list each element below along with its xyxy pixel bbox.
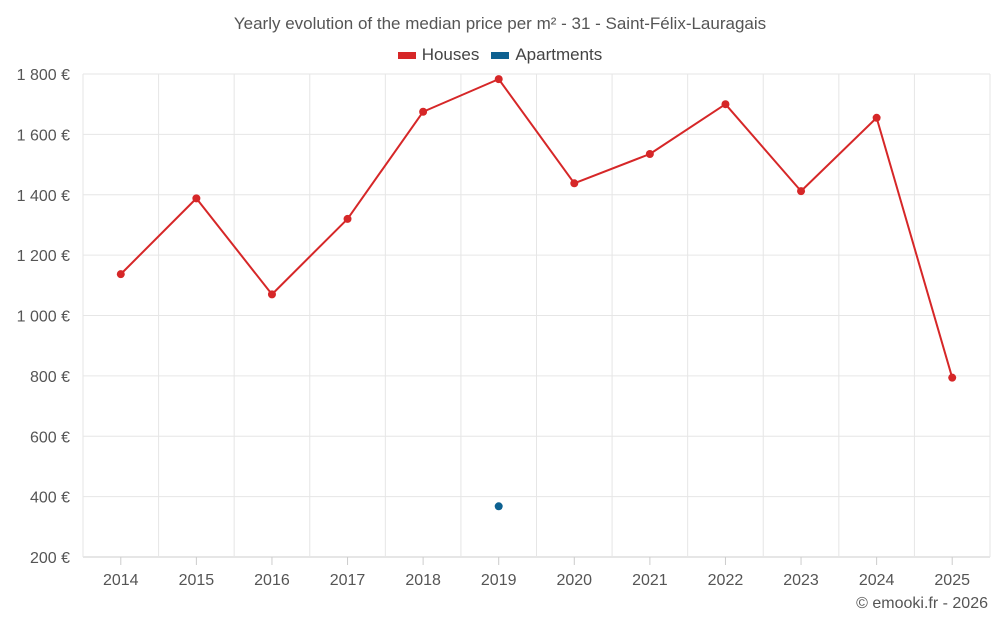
x-tick-label: 2018 [405, 572, 441, 589]
legend-item-apartments[interactable]: Apartments [491, 45, 602, 65]
x-tick-label: 2022 [708, 572, 744, 589]
data-point-houses [948, 373, 957, 382]
data-point-houses [343, 214, 352, 223]
x-tick-label: 2017 [330, 572, 366, 589]
legend-swatch-apartments [491, 51, 510, 59]
chart-title: Yearly evolution of the median price per… [233, 14, 767, 33]
x-tick-label: 2020 [556, 572, 592, 589]
y-tick-label: 1 800 € [17, 67, 70, 84]
data-point-houses [419, 107, 428, 116]
x-tick-label: 2014 [103, 572, 139, 589]
x-tick-label: 2024 [859, 572, 895, 589]
y-tick-label: 400 € [30, 490, 70, 507]
legend-item-houses[interactable]: Houses [397, 45, 480, 65]
credit-text: © emooki.fr - 2026 [856, 595, 988, 612]
data-point-houses [570, 179, 579, 188]
y-tick-label: 600 € [30, 429, 70, 446]
x-tick-label: 2025 [934, 572, 970, 589]
chart-legend: Houses Apartments [0, 45, 1000, 65]
x-tick-label: 2015 [179, 572, 215, 589]
x-tick-label: 2021 [632, 572, 668, 589]
data-point-houses [116, 270, 125, 279]
legend-label-houses: Houses [421, 45, 480, 64]
data-point-houses [192, 194, 201, 203]
series-line-houses [120, 78, 954, 378]
data-point-apartments [494, 502, 503, 511]
data-point-houses [721, 100, 730, 109]
y-tick-label: 800 € [30, 369, 70, 386]
legend-swatch-houses [397, 51, 416, 59]
data-point-houses [267, 290, 276, 299]
x-tick-label: 2016 [254, 572, 290, 589]
y-tick-label: 1 000 € [17, 309, 70, 326]
legend-label-apartments: Apartments [515, 45, 603, 64]
x-tick-label: 2019 [481, 572, 517, 589]
y-tick-label: 1 600 € [17, 127, 70, 144]
y-tick-label: 1 200 € [17, 248, 70, 265]
data-point-houses [797, 187, 806, 196]
data-point-houses [494, 75, 503, 84]
y-tick-label: 1 400 € [17, 188, 70, 205]
data-point-houses [645, 149, 654, 158]
y-tick-label: 200 € [30, 550, 70, 567]
x-tick-label: 2023 [783, 572, 819, 589]
data-point-houses [872, 113, 881, 122]
